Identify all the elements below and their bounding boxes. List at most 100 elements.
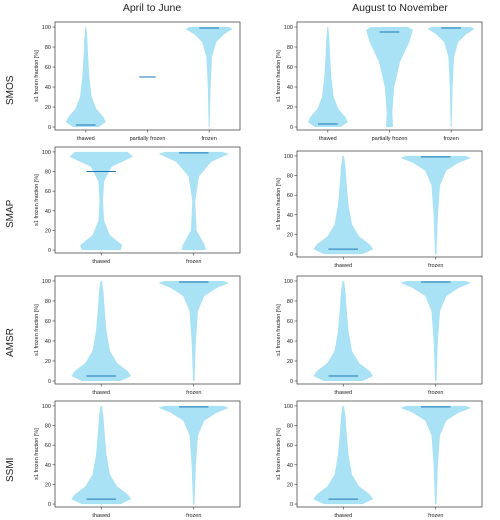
plot-frame <box>296 400 483 508</box>
panel-amsr-apr-jun: 0 20 40 60 80 100 s1 frozen fraction [%] thawed… <box>34 275 241 396</box>
y-tick-label: 0 <box>48 248 51 254</box>
y-tick-label: 0 <box>48 379 51 385</box>
y-tick-label: 100 <box>42 25 51 31</box>
violin-frozen <box>400 155 471 255</box>
panel-smap-apr-jun: 0 20 40 60 80 100 s1 frozen fraction [%] thawed… <box>34 146 241 265</box>
y-tick-label: 60 <box>45 319 51 325</box>
y-axis-label: s1 frozen fraction [%] <box>34 304 40 356</box>
violin-thawed <box>69 151 133 251</box>
y-tick-label: 80 <box>287 174 293 180</box>
y-axis-label: s1 frozen fraction [%] <box>276 304 282 356</box>
violin-thawed <box>313 281 374 381</box>
x-tick-label-thawed: thawed <box>92 513 110 519</box>
y-tick-label: 60 <box>45 443 51 449</box>
y-tick-label: 60 <box>287 193 293 199</box>
y-tick-label: 80 <box>45 299 51 305</box>
y-axis-label: s1 frozen fraction [%] <box>276 428 282 480</box>
y-tick-label: 60 <box>287 319 293 325</box>
violin-thawed <box>307 27 348 127</box>
y-axis-label: s1 frozen fraction [%] <box>276 50 282 102</box>
plot-frame <box>54 146 241 254</box>
y-tick-label: 80 <box>45 170 51 176</box>
y-tick-label: 60 <box>45 65 51 71</box>
y-axis-label: s1 frozen fraction [%] <box>34 50 40 102</box>
panel-smap-aug-nov: 0 20 40 60 80 100 s1 frozen fraction [%] thawed… <box>276 150 483 269</box>
violin-frozen <box>400 281 471 381</box>
violin-frozen <box>158 151 229 251</box>
x-tick-label-thawed: thawed <box>334 263 352 269</box>
y-tick-label: 20 <box>45 105 51 111</box>
violin-thawed <box>313 405 374 505</box>
plot-frame <box>54 400 241 508</box>
violin-thawed <box>65 27 106 127</box>
x-tick-label-partially-frozen: partially frozen <box>372 136 408 142</box>
panel-ssmi-aug-nov: 0 20 40 60 80 100 s1 frozen fraction [%] thawed… <box>276 400 483 519</box>
y-tick-label: 80 <box>287 45 293 51</box>
violin-thawed <box>71 281 132 381</box>
y-tick-label: 60 <box>287 65 293 71</box>
panel-amsr-aug-nov: 0 20 40 60 80 100 s1 frozen fraction [%] thawed… <box>276 275 483 396</box>
y-tick-label: 40 <box>287 213 293 219</box>
plot-frame <box>296 150 483 258</box>
violin-frozen <box>158 281 229 381</box>
y-tick-label: 20 <box>45 359 51 365</box>
y-tick-label: 80 <box>45 424 51 430</box>
y-tick-label: 0 <box>290 252 293 258</box>
y-tick-label: 0 <box>290 379 293 385</box>
y-tick-label: 0 <box>290 125 293 131</box>
y-tick-label: 20 <box>287 482 293 488</box>
violin-frozen <box>427 27 475 127</box>
plot-frame <box>296 275 483 385</box>
y-axis-label: s1 frozen fraction [%] <box>34 428 40 480</box>
y-tick-label: 40 <box>287 339 293 345</box>
x-tick-label-frozen: frozen <box>186 259 201 265</box>
y-tick-label: 20 <box>287 232 293 238</box>
y-tick-label: 0 <box>48 502 51 508</box>
y-tick-label: 40 <box>287 85 293 91</box>
y-tick-label: 20 <box>45 482 51 488</box>
y-tick-label: 20 <box>287 359 293 365</box>
y-tick-label: 80 <box>287 299 293 305</box>
x-tick-label-frozen: frozen <box>428 390 443 396</box>
y-axis-label: s1 frozen fraction [%] <box>34 174 40 226</box>
violin-frozen <box>158 405 229 505</box>
x-tick-label-frozen: frozen <box>186 513 201 519</box>
y-tick-label: 40 <box>45 463 51 469</box>
y-tick-label: 100 <box>284 404 293 410</box>
x-tick-label-thawed: thawed <box>92 390 110 396</box>
y-tick-label: 40 <box>45 85 51 91</box>
x-tick-label-frozen: frozen <box>186 390 201 396</box>
panel-ssmi-apr-jun: 0 20 40 60 80 100 s1 frozen fraction [%] thawed… <box>34 400 241 519</box>
violin-thawed <box>313 155 374 255</box>
y-tick-label: 100 <box>42 404 51 410</box>
violin-partially-frozen <box>366 27 413 127</box>
violin-thawed <box>71 405 132 505</box>
y-tick-label: 0 <box>48 125 51 131</box>
y-tick-label: 40 <box>45 339 51 345</box>
y-tick-label: 100 <box>284 279 293 285</box>
x-tick-label-thawed: thawed <box>77 136 95 142</box>
x-tick-label-partially-frozen: partially frozen <box>130 136 166 142</box>
violin-frozen <box>185 27 233 127</box>
x-tick-label-frozen: frozen <box>444 136 459 142</box>
panel-smos-apr-jun: 0 20 40 60 80 100 s1 frozen fraction [%] thawed… <box>34 21 241 142</box>
y-tick-label: 40 <box>287 463 293 469</box>
x-tick-label-thawed: thawed <box>319 136 337 142</box>
x-tick-label-thawed: thawed <box>334 390 352 396</box>
x-tick-label-frozen: frozen <box>428 513 443 519</box>
y-tick-label: 100 <box>42 279 51 285</box>
violin-frozen <box>400 405 471 505</box>
y-tick-label: 100 <box>284 25 293 31</box>
x-tick-label-frozen: frozen <box>202 136 217 142</box>
x-tick-label-frozen: frozen <box>428 263 443 269</box>
y-tick-label: 100 <box>284 154 293 160</box>
y-tick-label: 20 <box>287 105 293 111</box>
y-tick-label: 20 <box>45 228 51 234</box>
panel-smos-aug-nov: 0 20 40 60 80 100 s1 frozen fraction [%] thawed… <box>276 21 483 142</box>
y-tick-label: 0 <box>290 502 293 508</box>
y-tick-label: 60 <box>287 443 293 449</box>
column-title-april-june: April to June <box>122 2 182 14</box>
x-tick-label-thawed: thawed <box>334 513 352 519</box>
plot-frame <box>54 275 241 385</box>
